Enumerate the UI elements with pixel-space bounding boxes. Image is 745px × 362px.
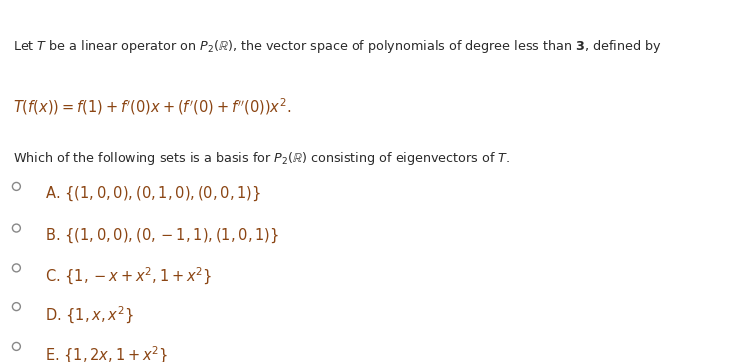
Ellipse shape <box>13 342 20 350</box>
Text: $T(f(x)) = f(1) + f'(0)x + (f'(0) + f''(0))x^2.$: $T(f(x)) = f(1) + f'(0)x + (f'(0) + f''(… <box>13 96 292 117</box>
Ellipse shape <box>13 182 20 190</box>
Text: B. $\{(1,0,0),(0,-1,1),(1,0,1)\}$: B. $\{(1,0,0),(0,-1,1),(1,0,1)\}$ <box>45 226 279 245</box>
Text: E. $\{1,2x,1+x^2\}$: E. $\{1,2x,1+x^2\}$ <box>45 345 168 362</box>
Ellipse shape <box>13 264 20 272</box>
Ellipse shape <box>13 224 20 232</box>
Text: Which of the following sets is a basis for $P_2(\mathbb{R})$ consisting of eigen: Which of the following sets is a basis f… <box>13 150 511 167</box>
Ellipse shape <box>13 303 20 311</box>
Text: Let $T$ be a linear operator on $P_2(\mathbb{R})$, the vector space of polynomia: Let $T$ be a linear operator on $P_2(\ma… <box>13 38 662 55</box>
Text: C. $\{1,-x+x^2,1+x^2\}$: C. $\{1,-x+x^2,1+x^2\}$ <box>45 266 212 287</box>
Text: A. $\{(1,0,0),(0,1,0),(0,0,1)\}$: A. $\{(1,0,0),(0,1,0),(0,0,1)\}$ <box>45 185 261 203</box>
Text: D. $\{1,x,x^2\}$: D. $\{1,x,x^2\}$ <box>45 305 133 326</box>
